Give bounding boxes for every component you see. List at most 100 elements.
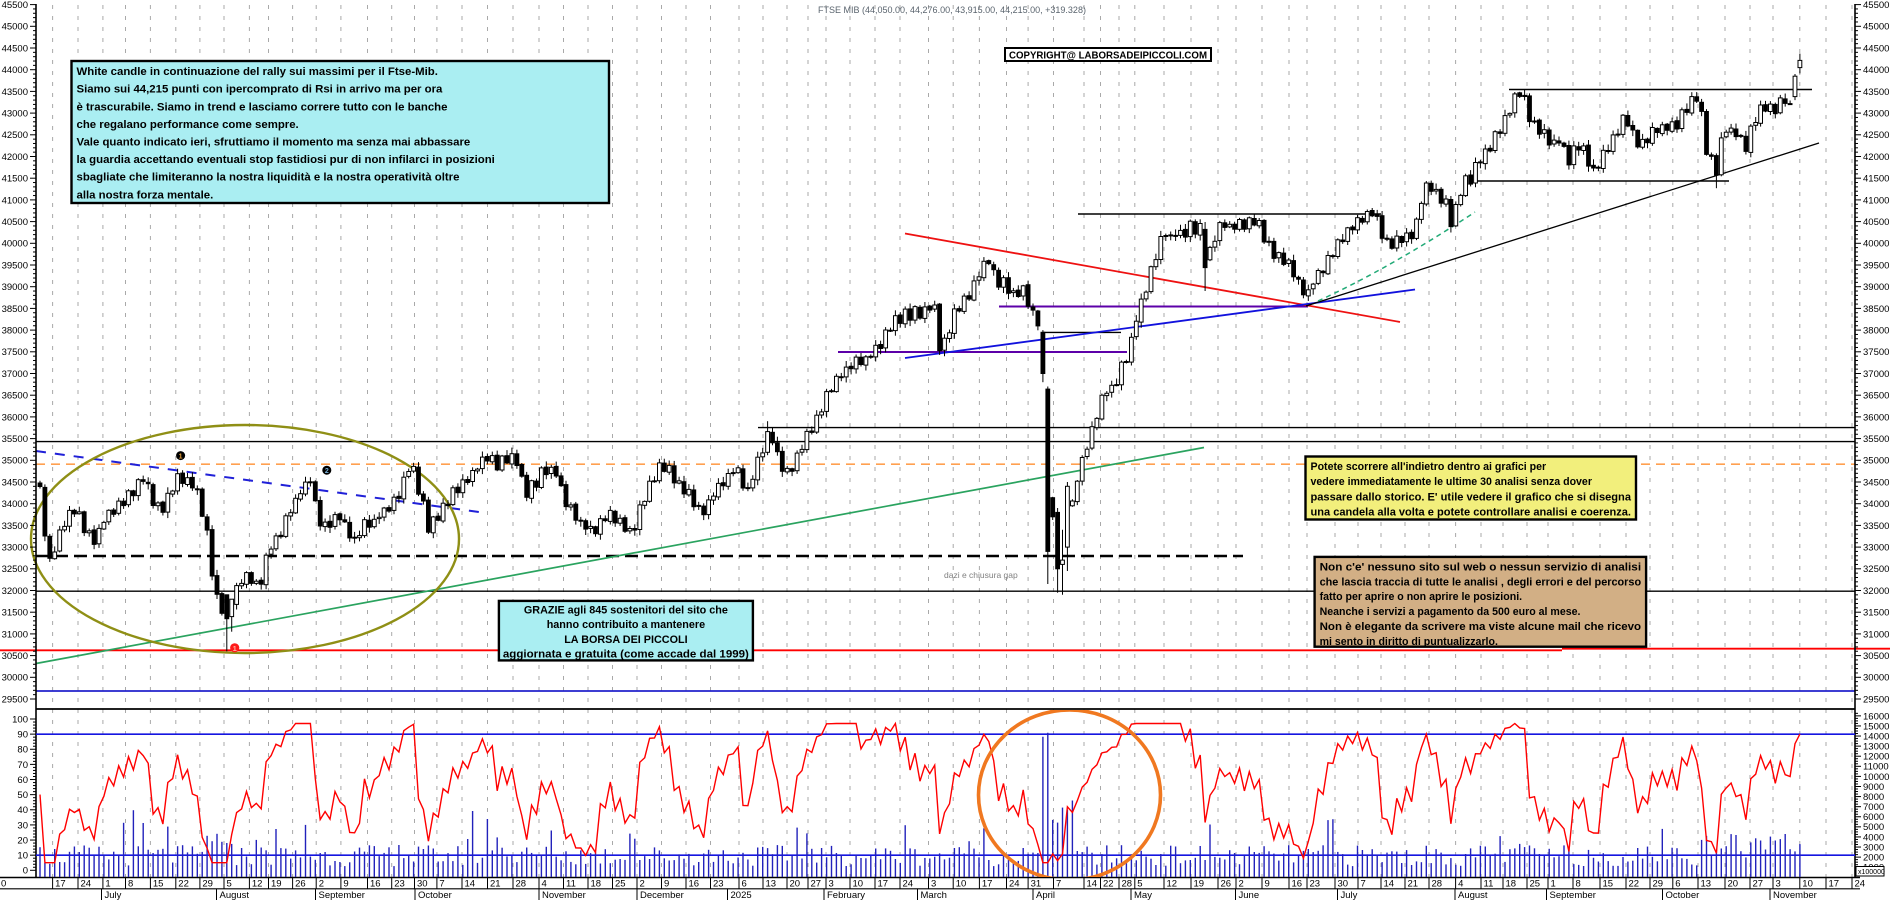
- svg-text:4000: 4000: [1863, 832, 1884, 843]
- svg-text:29: 29: [202, 878, 213, 889]
- svg-text:34000: 34000: [1863, 499, 1889, 510]
- svg-text:2: 2: [640, 878, 645, 889]
- svg-text:August: August: [220, 890, 250, 901]
- svg-text:32000: 32000: [2, 586, 28, 597]
- svg-text:5: 5: [227, 878, 232, 889]
- svg-text:30000: 30000: [1863, 673, 1889, 684]
- svg-text:41500: 41500: [2, 174, 28, 185]
- svg-text:100: 100: [12, 714, 28, 725]
- svg-text:Potete scorrere all'indietro d: Potete scorrere all'indietro dentro ai g…: [1311, 461, 1547, 473]
- svg-text:5: 5: [1137, 878, 1142, 889]
- svg-text:33500: 33500: [2, 521, 28, 532]
- svg-text:Non c'e' nessuno sito sul web: Non c'e' nessuno sito sul web o nessun s…: [1320, 561, 1642, 573]
- svg-text:White candle in continuazione: White candle in continuazione del rally …: [77, 66, 438, 78]
- svg-text:27: 27: [811, 878, 822, 889]
- svg-text:24: 24: [1855, 878, 1866, 889]
- svg-text:30: 30: [17, 820, 28, 831]
- svg-text:20: 20: [17, 835, 28, 846]
- svg-text:42000: 42000: [2, 152, 28, 163]
- svg-text:May: May: [1134, 890, 1152, 901]
- svg-text:11: 11: [566, 878, 576, 889]
- svg-text:25: 25: [1530, 878, 1541, 889]
- svg-text:21: 21: [490, 878, 501, 889]
- svg-text:11000: 11000: [1863, 762, 1889, 773]
- svg-text:Non è elegante da scrivere ma: Non è elegante da scrivere ma viste alcu…: [1320, 621, 1642, 633]
- svg-text:80: 80: [17, 745, 28, 756]
- svg-text:2025: 2025: [731, 890, 752, 901]
- svg-text:30: 30: [1338, 878, 1349, 889]
- svg-text:17: 17: [982, 878, 993, 889]
- svg-text:sbagliate che limiteranno la n: sbagliate che limiteranno la nostra liqu…: [77, 172, 460, 184]
- svg-text:February: February: [827, 890, 865, 901]
- svg-text:39500: 39500: [2, 260, 28, 271]
- svg-text:35000: 35000: [2, 456, 28, 467]
- svg-text:34500: 34500: [2, 477, 28, 488]
- svg-text:43500: 43500: [2, 87, 28, 98]
- svg-text:16: 16: [1292, 878, 1303, 889]
- svg-text:20: 20: [1728, 878, 1739, 889]
- svg-text:30500: 30500: [1863, 651, 1889, 662]
- svg-text:45000: 45000: [2, 22, 28, 33]
- svg-text:10: 10: [956, 878, 967, 889]
- svg-text:41000: 41000: [2, 195, 28, 206]
- svg-text:mi sento in diritto di puntual: mi sento in diritto di puntualizzarlo.: [1320, 636, 1498, 648]
- svg-text:6: 6: [742, 878, 747, 889]
- svg-text:40500: 40500: [1863, 217, 1889, 228]
- svg-text:19: 19: [1194, 878, 1205, 889]
- svg-text:23: 23: [1310, 878, 1321, 889]
- svg-text:June: June: [1239, 890, 1260, 901]
- svg-text:40000: 40000: [2, 239, 28, 250]
- svg-text:40500: 40500: [2, 217, 28, 228]
- svg-text:4: 4: [1458, 878, 1463, 889]
- svg-text:14: 14: [1384, 878, 1395, 889]
- svg-text:GRAZIE agli 845 sostenitori d: GRAZIE agli 845 sostenitori del sito che: [524, 605, 728, 617]
- svg-text:è trascurabile. Siamo in trend: è trascurabile. Siamo in trend e lasciam…: [77, 101, 448, 113]
- svg-text:45000: 45000: [1863, 22, 1889, 33]
- svg-text:3: 3: [1776, 878, 1781, 889]
- svg-text:45500: 45500: [1863, 0, 1889, 11]
- svg-text:2: 2: [325, 468, 329, 475]
- svg-text:42500: 42500: [2, 130, 28, 141]
- svg-text:July: July: [1341, 890, 1358, 901]
- svg-text:70: 70: [17, 760, 28, 771]
- svg-text:37500: 37500: [2, 347, 28, 358]
- svg-text:7: 7: [1056, 878, 1061, 889]
- svg-text:34500: 34500: [1863, 477, 1889, 488]
- svg-text:30000: 30000: [2, 673, 28, 684]
- svg-text:2: 2: [319, 878, 324, 889]
- svg-text:April: April: [1036, 890, 1055, 901]
- svg-text:aggiornata e gratuita (come ac: aggiornata e gratuita (come accade dal 1…: [503, 649, 749, 661]
- svg-text:21: 21: [1408, 878, 1419, 889]
- svg-text:COPYRIGHT@ LABORSADEIPICCOLI.C: COPYRIGHT@ LABORSADEIPICCOLI.COM: [1009, 50, 1207, 62]
- svg-text:una candela alla volta e potet: una candela alla volta e potete controll…: [1311, 507, 1632, 519]
- svg-text:alla nostra forza mentale.: alla nostra forza mentale.: [77, 189, 214, 201]
- svg-text:29: 29: [1653, 878, 1664, 889]
- svg-text:2000: 2000: [1863, 853, 1884, 864]
- svg-text:50: 50: [17, 790, 28, 801]
- svg-text:4: 4: [542, 878, 547, 889]
- svg-text:17: 17: [55, 878, 66, 889]
- svg-text:7000: 7000: [1863, 802, 1884, 813]
- svg-text:8: 8: [1576, 878, 1581, 889]
- svg-text:18: 18: [591, 878, 602, 889]
- svg-text:15000: 15000: [1863, 721, 1889, 732]
- svg-text:24: 24: [1009, 878, 1020, 889]
- svg-text:38000: 38000: [2, 326, 28, 337]
- svg-text:31500: 31500: [2, 608, 28, 619]
- svg-text:35500: 35500: [1863, 434, 1889, 445]
- svg-text:41000: 41000: [1863, 195, 1889, 206]
- svg-text:43500: 43500: [1863, 87, 1889, 98]
- svg-text:9: 9: [664, 878, 669, 889]
- svg-text:44000: 44000: [1863, 65, 1889, 76]
- svg-text:38000: 38000: [1863, 326, 1889, 337]
- svg-text:Vale quanto indicato ieri, sfr: Vale quanto indicato ieri, sfruttiamo il…: [77, 137, 471, 149]
- svg-text:23: 23: [713, 878, 724, 889]
- svg-text:40000: 40000: [1863, 239, 1889, 250]
- svg-text:17: 17: [1829, 878, 1840, 889]
- svg-text:8000: 8000: [1863, 792, 1884, 803]
- svg-text:10: 10: [853, 878, 864, 889]
- svg-text:31500: 31500: [1863, 608, 1889, 619]
- svg-text:9: 9: [1265, 878, 1270, 889]
- svg-text:19: 19: [271, 878, 282, 889]
- svg-text:16: 16: [370, 878, 381, 889]
